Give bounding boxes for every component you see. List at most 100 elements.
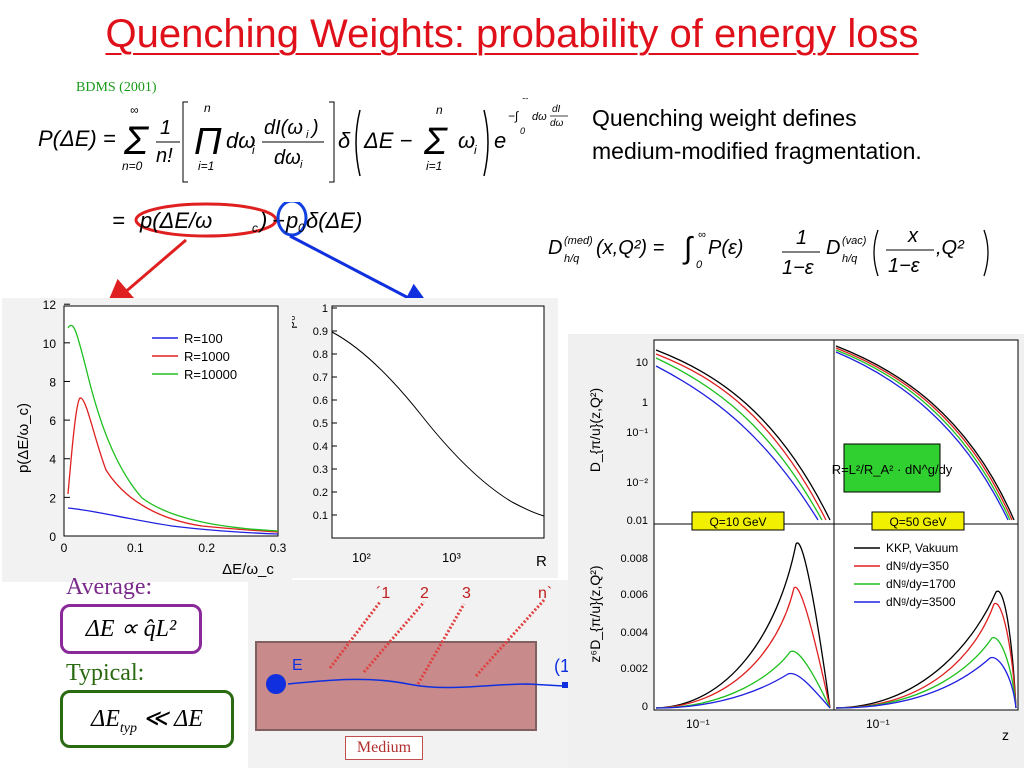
svg-text:ω: ω bbox=[458, 128, 475, 153]
frag-legend: KKP, Vakuum dNᵍ/dy=350 dNᵍ/dy=1700 dNᵍ/d… bbox=[854, 541, 958, 609]
plot-frag-svg: 0.01 10⁻² 10⁻¹ 1 10 0 0.002 0.004 0.006 0.008 D_… bbox=[587, 339, 1019, 743]
parton-dot bbox=[266, 674, 286, 694]
svg-text:i: i bbox=[252, 143, 255, 157]
svg-text:(med): (med) bbox=[564, 235, 593, 247]
plot-left-xtick: 0.1 bbox=[127, 541, 144, 555]
svg-text:ΔE −: ΔE − bbox=[363, 128, 413, 153]
blue-arrow bbox=[289, 234, 434, 311]
svg-text:i=1: i=1 bbox=[426, 159, 442, 173]
plot-left-xtick: 0 bbox=[61, 541, 68, 555]
fragmentation-equation: D (med) h/q (x,Q²) = ∫ ∞ 0 P(ε) 1 1−ε D … bbox=[548, 225, 1008, 294]
red-arrow bbox=[104, 238, 187, 310]
svg-text:n: n bbox=[204, 101, 211, 115]
frag-legend-350: dNᵍ/dy=350 bbox=[886, 559, 949, 573]
plot-right-ytick: 0.4 bbox=[313, 441, 328, 453]
frag-xtick-right: 10⁻¹ bbox=[866, 717, 890, 731]
svg-text:∞: ∞ bbox=[698, 229, 706, 241]
curve-p0 bbox=[331, 331, 545, 517]
frag-top-curves bbox=[655, 345, 1015, 521]
svg-text:P(ε): P(ε) bbox=[708, 237, 743, 259]
plot-left-ytick: 4 bbox=[49, 453, 56, 467]
plot-left-ytick: 12 bbox=[43, 298, 57, 312]
plot-left-xlabel: ΔE/ω_c bbox=[222, 561, 274, 578]
svg-text:dω: dω bbox=[226, 128, 255, 153]
quenching-weight-equation: P(ΔE) = Σ ∞ n=0 1 n! Π n i=1 dω i dI(ω i… bbox=[38, 92, 578, 194]
average-label: Average: bbox=[66, 574, 153, 600]
frag-bottom-ytick: 0.008 bbox=[620, 553, 648, 565]
frag-bottom-ytick: 0 bbox=[642, 701, 648, 713]
svg-text:n: n bbox=[436, 103, 443, 117]
page-title: Quenching Weights: probability of energy… bbox=[105, 12, 919, 56]
gluon-label-3: 3 bbox=[462, 585, 471, 602]
plot-right-ytick: 0.6 bbox=[313, 395, 328, 407]
typical-label: Typical: bbox=[66, 660, 145, 686]
description-line-2: medium-modified fragmentation. bbox=[592, 138, 922, 164]
gluon-label-1: ´1 bbox=[376, 585, 390, 602]
equation-graphic: P(ΔE) = Σ ∞ n=0 1 n! Π n i=1 dω i dI(ω i… bbox=[38, 92, 568, 183]
svg-text:0: 0 bbox=[696, 259, 703, 271]
svg-text:i: i bbox=[474, 143, 477, 157]
curve-r10000 bbox=[67, 324, 279, 532]
svg-text:−∫: −∫ bbox=[508, 109, 519, 123]
svg-text:(vac): (vac) bbox=[842, 235, 867, 247]
frag-bottom-ytick: 0.004 bbox=[620, 627, 648, 639]
plot-left-svg: 0 2 4 6 8 10 12 0 0.1 0.2 0.3 p(ΔE/ω_c) ΔE/ω_c R=… bbox=[15, 298, 287, 578]
frag-bottom-curves bbox=[655, 542, 1017, 709]
plot-fragmentation-functions: 0.01 10⁻² 10⁻¹ 1 10 0 0.002 0.004 0.006 0.008 D_… bbox=[568, 334, 1024, 768]
pointer-arrows bbox=[104, 234, 434, 311]
medium-label: Medium bbox=[345, 736, 423, 760]
plot-left-ytick: 2 bbox=[49, 491, 56, 505]
frag-top-ytick: 0.01 bbox=[627, 515, 648, 527]
svg-text:p(ΔE/ω: p(ΔE/ω bbox=[139, 208, 212, 233]
curve-r1000 bbox=[67, 397, 279, 533]
plot-left-ytick: 0 bbox=[49, 530, 56, 544]
split-equation-graphic: = p(ΔE/ω c ) + p 0 δ(ΔE) bbox=[112, 199, 362, 238]
plot-right-ytick: 0.7 bbox=[313, 372, 328, 384]
frag-ylabel-top: D_{π/u}(z,Q²) bbox=[587, 388, 603, 472]
plot-right-ytick: 0.2 bbox=[313, 487, 328, 499]
medium-diagram-svg: E (1 ´1 2 3 n` bbox=[255, 585, 570, 731]
plot-right-ytick: 0.8 bbox=[313, 349, 328, 361]
svg-text:i: i bbox=[306, 129, 309, 141]
plot-left-ytick: 6 bbox=[49, 414, 56, 428]
plot-right-ytick: 0.3 bbox=[313, 464, 328, 476]
legend-r10000: R=10000 bbox=[184, 367, 237, 382]
svg-text:Π: Π bbox=[194, 121, 222, 163]
reference-citation: BDMS (2001) bbox=[76, 80, 157, 95]
gluon-label-n: n` bbox=[538, 585, 552, 602]
svg-text:∞: ∞ bbox=[130, 103, 139, 117]
svg-text:e: e bbox=[494, 128, 506, 153]
frag-top-ytick: 1 bbox=[642, 397, 648, 409]
fragmentation-equation-graphic: D (med) h/q (x,Q²) = ∫ ∞ 0 P(ε) 1 1−ε D … bbox=[548, 225, 989, 279]
svg-text:1−ε: 1−ε bbox=[782, 257, 815, 279]
svg-text:∫: ∫ bbox=[682, 232, 694, 265]
svg-text:1−ε: 1−ε bbox=[888, 255, 921, 277]
svg-text:h/q: h/q bbox=[842, 253, 858, 265]
svg-text:i: i bbox=[300, 159, 303, 171]
plot-right-ylabel: p₀ bbox=[292, 315, 297, 329]
plot-left-xtick: 0.2 bbox=[198, 541, 215, 555]
svg-text:i=1: i=1 bbox=[198, 159, 214, 173]
svg-text:dI(ω: dI(ω bbox=[264, 117, 303, 139]
q-label-left: Q=10 GeV bbox=[709, 515, 766, 529]
typical-formula-box: ΔEtyp ≪ ΔE bbox=[60, 690, 234, 748]
frag-legend-1700: dNᵍ/dy=1700 bbox=[886, 577, 956, 591]
plot-right-xtick-1: 10² bbox=[352, 550, 371, 565]
formula-box-r: R=L²/R_A² · dN^g/dy bbox=[832, 462, 953, 477]
svg-text:h/q: h/q bbox=[564, 253, 580, 265]
legend-r100: R=100 bbox=[184, 331, 223, 346]
svg-text:): ) bbox=[257, 208, 267, 233]
description-line-1: Quenching weight defines bbox=[592, 105, 857, 131]
svg-text:x: x bbox=[907, 228, 919, 247]
svg-text:D: D bbox=[826, 237, 840, 259]
svg-text:dω: dω bbox=[550, 118, 564, 129]
curve-r100 bbox=[67, 507, 279, 535]
frag-xtick-left: 10⁻¹ bbox=[686, 717, 710, 731]
svg-text:n!: n! bbox=[156, 145, 173, 167]
frag-top-ytick: 10 bbox=[636, 357, 648, 369]
svg-text:δ(ΔE): δ(ΔE) bbox=[306, 208, 362, 233]
svg-text:0: 0 bbox=[298, 221, 305, 235]
legend-r1000: R=1000 bbox=[184, 349, 230, 364]
average-formula-box: ΔE ∝ q̂L² bbox=[60, 604, 202, 654]
svg-text:=: = bbox=[112, 208, 125, 233]
